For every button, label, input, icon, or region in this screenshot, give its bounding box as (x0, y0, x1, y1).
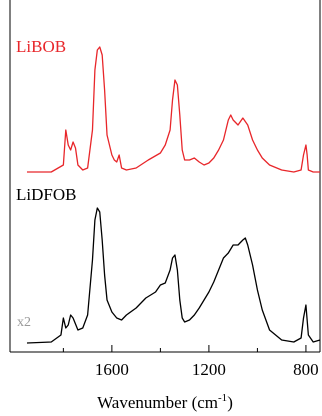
x-axis-label: Wavenumber (cm-1) (97, 392, 233, 412)
legend-label: LiBOB (16, 37, 66, 56)
legend-label: LiDFOB (16, 185, 76, 204)
x-tick-label: 800 (293, 360, 319, 379)
annotation: x2 (17, 315, 31, 330)
x-tick-label: 1600 (95, 360, 129, 379)
x-axis-label-sup: -1 (218, 392, 227, 404)
x-axis-label-text: Wavenumber (cm (97, 393, 218, 412)
spectrum-line (26, 207, 321, 344)
x-tick-label: 1200 (192, 360, 226, 379)
spectrum-line (26, 46, 320, 173)
x-axis-label-end: ) (227, 393, 233, 412)
